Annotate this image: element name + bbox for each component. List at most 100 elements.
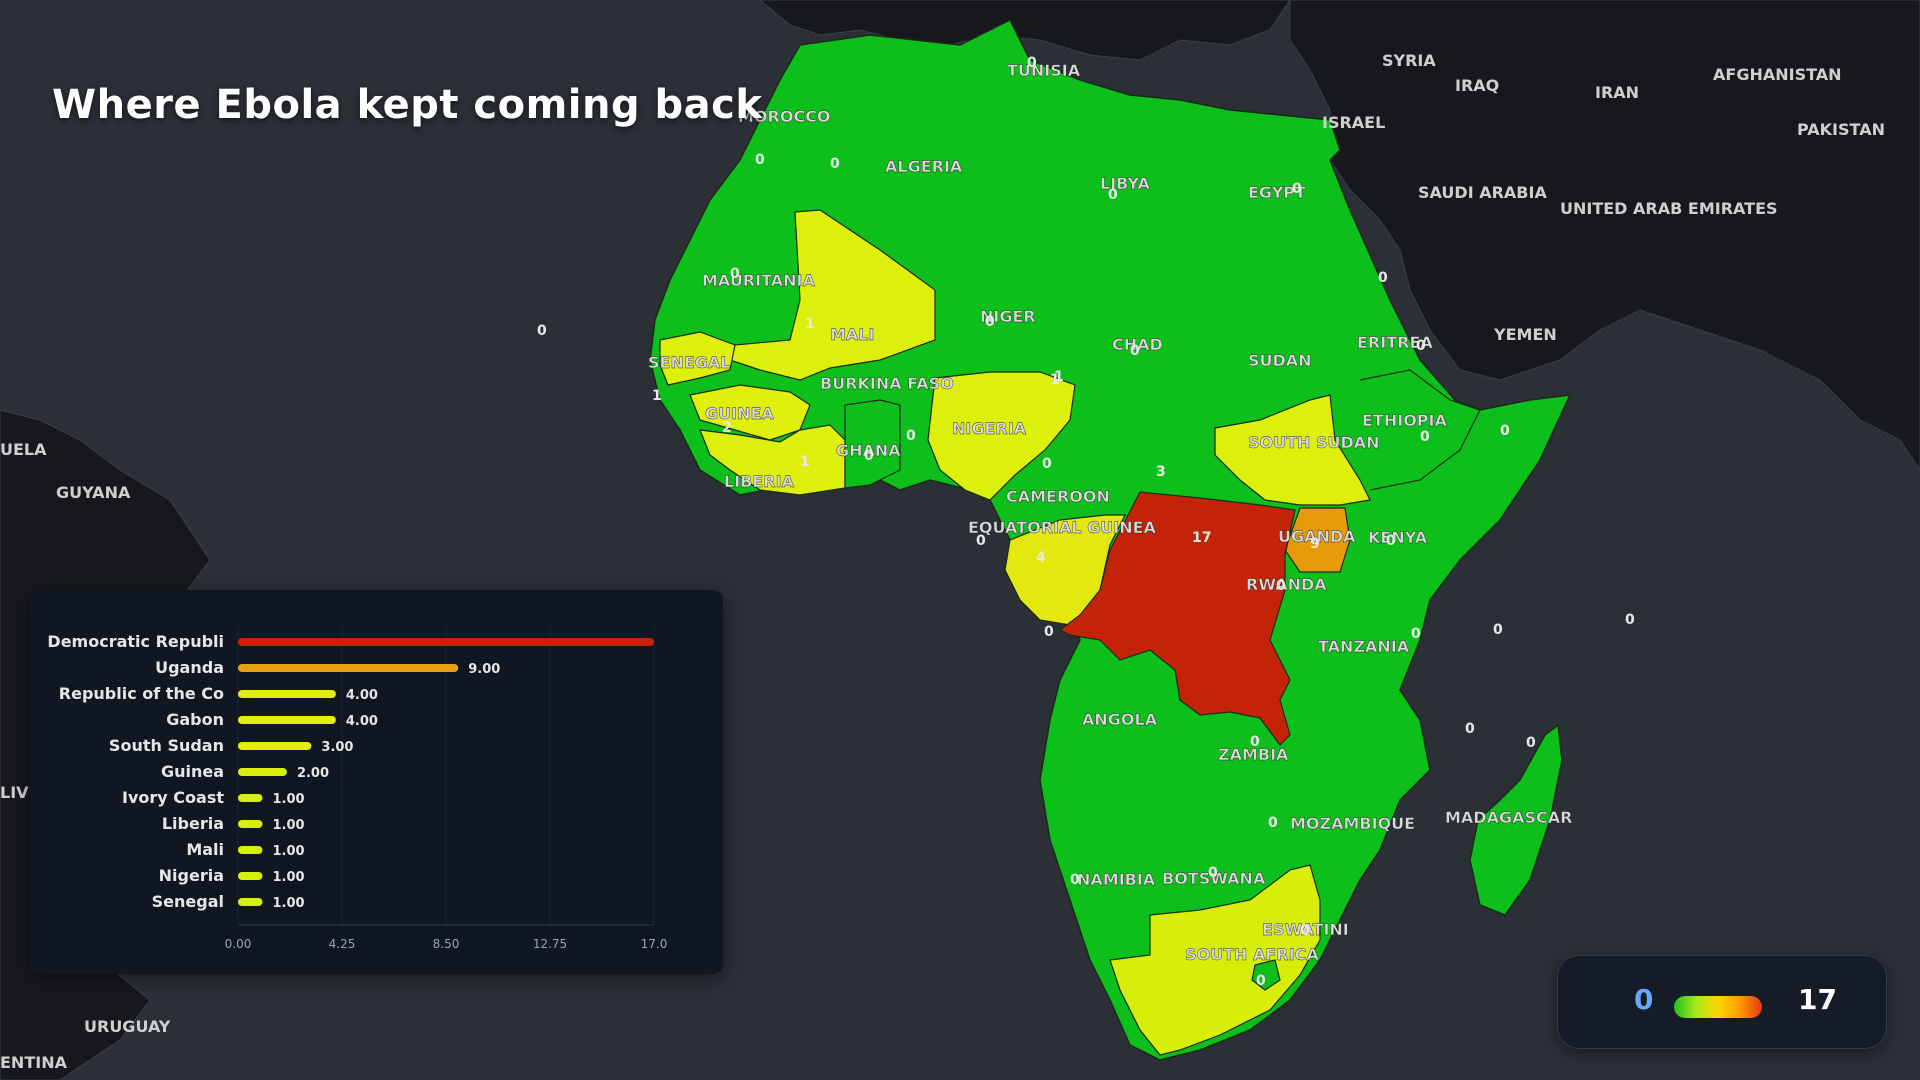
map-label-uela: UELA	[0, 440, 47, 459]
map-label-mozambique: MOZAMBIQUE	[1290, 814, 1415, 833]
south-sudan-region	[1214, 394, 1371, 506]
europe-landmass	[759, 0, 1291, 61]
map-value-tunisia: 0	[1027, 55, 1037, 71]
madagascar-region	[1469, 723, 1563, 916]
map-label-sudan: SUDAN	[1248, 351, 1312, 370]
chart-value-label: 9.00	[468, 662, 500, 677]
chart-bar[interactable]	[238, 872, 263, 880]
chart-category-label: Gabon	[166, 710, 224, 729]
map-value-angola: 0	[1044, 624, 1054, 640]
legend-gradient-bar	[1674, 996, 1762, 1018]
map-region-labels: SYRIA IRAQ IRAN AFGHANISTAN ISRAEL PAKIS…	[0, 51, 1885, 1072]
map-value-nigeria: 1	[1050, 372, 1060, 388]
chart-category-label: Democratic Republi	[47, 632, 224, 651]
map-label-senegal: SENEGAL	[648, 353, 730, 372]
map-value-algeria: 0	[830, 156, 840, 172]
bar-chart-panel: 0.00 4.25 8.50 12.75 17.0 Democratic Republi U…	[30, 590, 723, 974]
chart-value-label: 4.00	[346, 714, 378, 729]
map-value-chad: 0	[1130, 343, 1140, 359]
chart-value-label: 3.00	[321, 740, 353, 755]
chart-bar[interactable]	[238, 768, 287, 776]
chart-bar[interactable]	[238, 846, 263, 854]
map-label-guinea: GUINEA	[705, 404, 774, 423]
map-value-libya: 0	[1108, 187, 1118, 203]
map-label-saudi-arabia: SAUDI ARABIA	[1418, 183, 1547, 202]
map-value-egypt: 0	[1292, 181, 1302, 197]
map-value-gabon: 4	[1036, 550, 1046, 566]
map-value-mozambique: 0	[1268, 815, 1278, 831]
map-value-mali: 1	[805, 316, 815, 332]
map-label-yemen: YEMEN	[1493, 325, 1557, 344]
map-label-iraq: IRAQ	[1455, 76, 1499, 95]
map-label-angola: ANGOLA	[1082, 710, 1158, 729]
chart-bar[interactable]	[238, 638, 654, 646]
map-label-madagascar: MADAGASCAR	[1445, 808, 1572, 827]
map-value-botswana: 0	[1208, 865, 1218, 881]
dr-congo-region	[1058, 491, 1296, 746]
map-country-labels: TUNISIA MOROCCO ALGERIA LIBYA EGYPT MAUR…	[648, 61, 1573, 964]
map-label-tanzania: TANZANIA	[1318, 637, 1410, 656]
map-label-eswatini: ESWATINI	[1262, 920, 1349, 939]
map-value-morocco: 0	[755, 152, 765, 168]
map-value-zambia: 0	[1250, 734, 1260, 750]
map-value-namibia: 0	[1070, 872, 1080, 888]
chart-bar[interactable]	[238, 664, 459, 672]
map-label-namibia: NAMIBIA	[1077, 870, 1156, 889]
chart-bar[interactable]	[238, 898, 263, 906]
map-value-ethiopia: 0	[1420, 429, 1430, 445]
chart-value-label: 1.00	[272, 818, 304, 833]
map-label-liberia: LIBERIA	[724, 472, 795, 491]
legend-max-value: 17	[1798, 983, 1837, 1016]
chart-bar[interactable]	[238, 794, 263, 802]
map-value-tanzania: 0	[1411, 626, 1421, 642]
map-label-burkina-faso: BURKINA FASO	[820, 374, 954, 393]
chart-category-label: Mali	[186, 840, 224, 859]
map-label-algeria: ALGERIA	[885, 157, 963, 176]
map-label-south-sudan: SOUTH SUDAN	[1248, 433, 1380, 452]
map-value-madagascar: 0	[1526, 735, 1536, 751]
chart-bar[interactable]	[238, 716, 336, 724]
map-value-guinea: 2	[722, 420, 732, 436]
map-value-liberia: 1	[800, 454, 810, 470]
map-value-ghana: 0	[864, 448, 874, 464]
map-label-morocco: MOROCCO	[738, 107, 831, 126]
color-legend: 0 17	[1557, 955, 1887, 1049]
chart-value-label: 2.00	[297, 766, 329, 781]
map-value-somalia: 0	[1493, 622, 1503, 638]
chart-category-label: Guinea	[161, 762, 224, 781]
map-label-eritrea: ERITREA	[1357, 333, 1433, 352]
ghana-region	[844, 399, 901, 489]
page-title: Where Ebola kept coming back	[52, 82, 763, 128]
chart-value-label: 1.00	[272, 792, 304, 807]
map-label-libya: LIBYA	[1100, 174, 1151, 193]
ethiopia-border	[1359, 369, 1481, 491]
map-value-burkina-faso: 0	[906, 428, 916, 444]
chart-bar[interactable]	[238, 742, 312, 750]
map-label-livi: LIVI	[0, 783, 34, 802]
south-africa-region	[1109, 864, 1321, 1056]
map-label-uruguay: URUGUAY	[84, 1017, 171, 1036]
map-value-djibouti: 0	[1500, 423, 1510, 439]
chart-value-label: 1.00	[272, 896, 304, 911]
map-label-iran: IRAN	[1595, 83, 1639, 102]
chart-bar[interactable]	[238, 690, 336, 698]
map-value-senegal: 1	[652, 388, 662, 404]
map-label-nigeria: NIGERIA	[952, 419, 1027, 438]
map-label-afghanistan: AFGHANISTAN	[1713, 65, 1842, 84]
map-value-eswatini: 0	[1300, 923, 1310, 939]
map-label-syria: SYRIA	[1382, 51, 1436, 70]
map-value-equatorial-guinea: 0	[976, 533, 986, 549]
map-value-comoros: 0	[1465, 721, 1475, 737]
map-value-seychelles: 0	[1625, 612, 1635, 628]
chart-x-tick-label: 17.0	[641, 937, 668, 951]
senegal-region	[659, 331, 736, 386]
chart-category-label: Uganda	[155, 658, 224, 677]
chart-bar[interactable]	[238, 820, 263, 828]
bar-chart: 0.00 4.25 8.50 12.75 17.0 Democratic Republi U…	[47, 626, 668, 951]
map-label-cameroon: CAMEROON	[1006, 487, 1110, 506]
chart-category-label: Nigeria	[159, 866, 224, 885]
map-label-israel: ISRAEL	[1322, 113, 1385, 132]
map-value-eritrea: 0	[1416, 338, 1426, 354]
map-value-mauritania: 0	[730, 266, 740, 282]
map-label-uae: UNITED ARAB EMIRATES	[1560, 199, 1778, 218]
